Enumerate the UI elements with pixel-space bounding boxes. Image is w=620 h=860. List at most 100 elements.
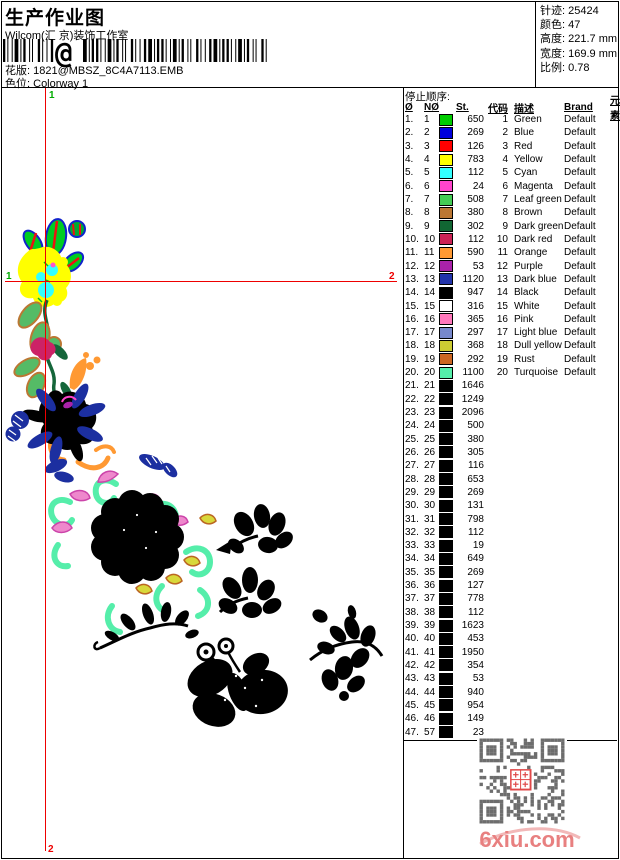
cell-brand: Default <box>564 327 596 339</box>
cell-description: Dark red <box>514 233 553 245</box>
table-row: 9. 9 302 9 Dark green Default <box>405 220 617 233</box>
cell-code: 18 <box>496 340 508 352</box>
cell-brand: Default <box>564 167 596 179</box>
cell-needle: 5 <box>424 167 430 179</box>
cell-description: Purple <box>514 260 543 272</box>
cell-needle: 17 <box>424 327 436 339</box>
cell-needle: 24 <box>424 420 436 432</box>
cell-stitches: 1646 <box>461 380 484 392</box>
table-row: 30. 30 131 <box>405 499 617 512</box>
table-row: 29. 29 269 <box>405 486 617 499</box>
cell-code: 20 <box>496 367 508 379</box>
cell-needle: 43 <box>424 673 436 685</box>
at-symbol-icon: @ <box>55 36 73 70</box>
cell-code: 3 <box>502 140 508 152</box>
cell-brand: Default <box>564 287 596 299</box>
black-cluster2-group <box>218 567 282 618</box>
cell-sequence: 29. <box>405 486 419 498</box>
cell-stitches: 368 <box>467 340 484 352</box>
design-file-line: 花版: 1821@MBSZ_8C4A7113.EMB <box>5 62 184 78</box>
color-swatch <box>439 406 453 419</box>
cell-sequence: 30. <box>405 500 419 512</box>
cell-needle: 39 <box>424 620 436 632</box>
table-row: 23. 23 2096 <box>405 406 617 419</box>
cell-stitches: 649 <box>467 553 484 565</box>
cell-brand: Default <box>564 353 596 365</box>
cell-needle: 10 <box>424 233 436 245</box>
cell-brand: Default <box>564 367 596 379</box>
cell-stitches: 269 <box>467 566 484 578</box>
cell-needle: 44 <box>424 686 436 698</box>
cell-stitches: 112 <box>468 233 484 245</box>
cell-stitches: 112 <box>468 526 484 538</box>
cell-code: 15 <box>496 300 508 312</box>
cell-sequence: 10. <box>405 233 419 245</box>
design-file-label: 花版: <box>5 65 31 77</box>
table-row: 34. 34 649 <box>405 552 617 565</box>
table-row: 10. 10 112 10 Dark red Default <box>405 233 617 246</box>
cell-sequence: 7. <box>405 194 414 206</box>
crosshair-label-bottom: 2 <box>48 844 54 855</box>
cell-sequence: 21. <box>405 380 419 392</box>
cell-sequence: 17. <box>405 327 419 339</box>
cell-code: 19 <box>496 353 508 365</box>
table-row: 31. 31 798 <box>405 512 617 526</box>
top-yellow-flower-group <box>17 246 71 307</box>
col-element: 元素 <box>610 96 620 122</box>
design-file-value: 1821@MBSZ_8C4A7113.EMB <box>33 65 184 77</box>
color-swatch <box>439 206 453 219</box>
cell-brand: Default <box>564 114 596 126</box>
color-swatch <box>439 473 453 486</box>
color-swatch <box>439 566 453 579</box>
cell-needle: 8 <box>424 207 430 219</box>
cell-needle: 19 <box>424 353 436 365</box>
cell-needle: 33 <box>424 540 436 552</box>
cell-code: 12 <box>496 260 508 272</box>
cell-sequence: 22. <box>405 393 419 405</box>
cell-stitches: 316 <box>467 300 484 312</box>
cell-needle: 29 <box>424 486 436 498</box>
table-row: 7. 7 508 7 Leaf green Default <box>405 193 617 206</box>
table-row: 13. 13 1120 13 Dark blue Default <box>405 273 617 286</box>
cell-needle: 37 <box>424 593 436 605</box>
color-swatch <box>439 579 453 592</box>
cell-sequence: 42. <box>405 659 419 671</box>
cell-needle: 45 <box>424 699 436 711</box>
color-swatch <box>439 393 453 406</box>
cell-stitches: 954 <box>467 699 484 711</box>
color-swatch <box>439 672 453 685</box>
cell-needle: 6 <box>424 180 430 192</box>
cell-sequence: 1. <box>405 114 414 126</box>
cell-description: Yellow <box>514 154 543 166</box>
cell-brand: Default <box>564 313 596 325</box>
cell-stitches: 380 <box>467 433 484 445</box>
table-row: 46. 46 149 <box>405 712 617 725</box>
cell-sequence: 5. <box>405 167 414 179</box>
cell-stitches: 126 <box>467 140 484 152</box>
table-row: 4. 4 783 4 Yellow Default <box>405 153 617 166</box>
cell-description: Green <box>514 114 542 126</box>
table-row: 19. 19 292 19 Rust Default <box>405 353 617 366</box>
cell-code: 13 <box>496 273 508 285</box>
color-swatch <box>439 300 453 313</box>
qr-modules <box>479 738 565 824</box>
cell-description: Dull yellow <box>514 340 562 352</box>
color-swatch <box>439 180 453 193</box>
color-swatch <box>439 220 453 233</box>
table-row: 26. 26 305 <box>405 446 617 459</box>
table-row: 2. 2 269 2 Blue Default <box>405 126 617 139</box>
table-row: 36. 36 127 <box>405 579 617 592</box>
stats-divider <box>535 2 536 87</box>
cell-needle: 36 <box>424 580 436 592</box>
cell-description: Dark blue <box>514 273 557 285</box>
color-swatch <box>439 726 453 739</box>
cell-description: Blue <box>514 127 535 139</box>
cell-brand: Default <box>564 207 596 219</box>
cell-stitches: 112 <box>468 167 484 179</box>
cell-sequence: 32. <box>405 526 419 538</box>
table-row: 37. 37 778 <box>405 592 617 605</box>
cell-needle: 16 <box>424 313 436 325</box>
table-row: 43. 43 53 <box>405 672 617 685</box>
cell-brand: Default <box>564 154 596 166</box>
cell-needle: 46 <box>424 713 436 725</box>
